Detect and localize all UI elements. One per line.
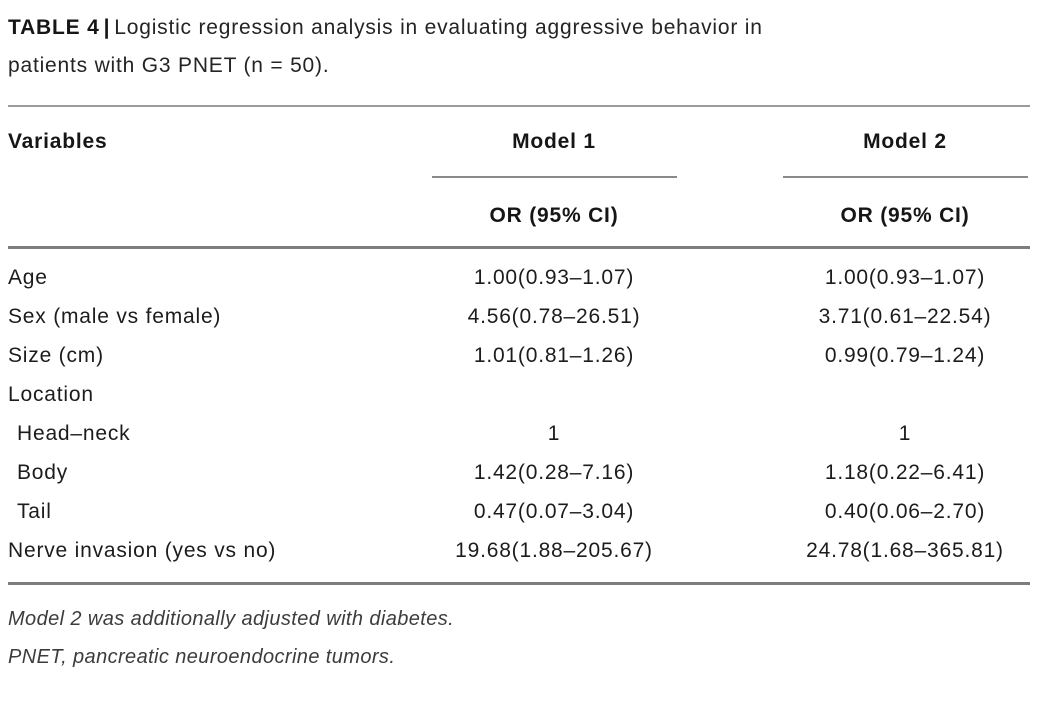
model1-value: 0.47(0.07–3.04) [473,499,635,523]
table-body: Age 1.00(0.93–1.07) 1.00(0.93–1.07) Sex … [8,249,1030,582]
model1-underline [431,176,677,178]
model1-value: 1.42(0.28–7.16) [473,460,635,484]
table-footnotes: Model 2 was additionally adjusted with d… [8,585,1030,676]
model1-header: Model 1 [512,130,596,153]
model1-value: 19.68(1.88–205.67) [455,538,653,562]
footnote-model2-adjustment: Model 2 was additionally adjusted with d… [8,608,455,630]
caption-text: Logistic regression analysis in evaluati… [114,16,763,39]
table-row-head-neck: Head–neck 1 1 [8,414,1030,453]
model2-value: 0.40(0.06–2.70) [824,499,986,523]
table-header: Variables Model 1 OR (95% CI) Model 2 OR… [8,107,1030,246]
table-row-size: Size (cm) 1.01(0.81–1.26) 0.99(0.79–1.24… [8,336,1030,375]
model1-subheader: OR (95% CI) [489,204,619,227]
column-group-model1: Model 1 OR (95% CI) [420,127,688,231]
model2-value: 1.18(0.22–6.41) [824,460,986,484]
caption-line-2: patients with G3 PNET (n = 50). [8,54,330,77]
table-caption: TABLE 4 | Logistic regression analysis in … [8,0,1030,85]
table-row-sex: Sex (male vs female) 4.56(0.78–26.51) 3.… [8,297,1030,336]
table-row-age: Age 1.00(0.93–1.07) 1.00(0.93–1.07) [8,258,1030,297]
model2-value: 24.78(1.68–365.81) [806,538,1004,562]
model2-underline [782,176,1028,178]
model2-value: 0.99(0.79–1.24) [824,343,986,367]
table-number-label: TABLE 4 [8,16,100,39]
table-row-tail: Tail 0.47(0.07–3.04) 0.40(0.06–2.70) [8,492,1030,531]
table-row-body: Body 1.42(0.28–7.16) 1.18(0.22–6.41) [8,453,1030,492]
model2-value: 1.00(0.93–1.07) [824,265,986,289]
column-group-model2: Model 2 OR (95% CI) [780,127,1030,231]
top-rule [8,105,1030,107]
model2-value: 3.71(0.61–22.54) [818,304,992,328]
row-label: Age [8,265,48,289]
caption-separator: | [103,16,111,39]
model1-value: 1 [547,421,561,445]
model1-value: 1.01(0.81–1.26) [473,343,635,367]
model1-value: 1.00(0.93–1.07) [473,265,635,289]
model2-subheader: OR (95% CI) [840,204,970,227]
row-label: Size (cm) [8,343,104,367]
row-label: Tail [17,499,52,523]
header-rule [8,246,1030,249]
table-row-location: Location [8,375,1030,414]
column-header-variables: Variables [8,130,108,153]
row-label: Nerve invasion (yes vs no) [8,538,277,562]
model2-header: Model 2 [863,130,947,153]
row-label: Body [17,460,69,484]
row-label: Sex (male vs female) [8,304,222,328]
row-label: Location [8,382,94,406]
caption-line-1: TABLE 4 | Logistic regression analysis in … [8,9,1030,47]
row-label: Head–neck [17,421,131,445]
footnote-pnet-abbreviation: PNET, pancreatic neuroendocrine tumors. [8,646,396,668]
table-row-nerve-invasion: Nerve invasion (yes vs no) 19.68(1.88–20… [8,531,1030,570]
model1-value: 4.56(0.78–26.51) [467,304,641,328]
table-content: TABLE 4 | Logistic regression analysis in … [8,0,1030,676]
bottom-rule [8,582,1030,585]
model2-value: 1 [898,421,912,445]
